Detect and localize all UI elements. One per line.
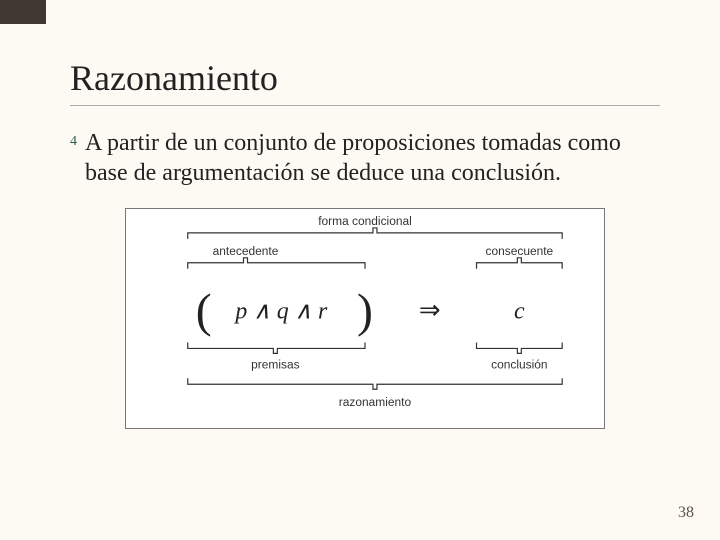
label-razonamiento: razonamiento — [339, 395, 412, 409]
expr-right: c — [514, 299, 525, 325]
corner-decoration — [0, 0, 46, 24]
expr-left: p ∧ q ∧ r — [233, 299, 328, 325]
diagram-container: forma condicional antecedente consecuent… — [125, 208, 605, 434]
check-icon: 4 — [70, 128, 75, 156]
expr-arrow: ⇒ — [419, 296, 441, 325]
label-forma-condicional: forma condicional — [318, 214, 412, 228]
paren-left: ( — [196, 285, 212, 338]
label-premisas: premisas — [251, 357, 299, 371]
bullet-item: 4 A partir de un conjunto de proposicion… — [70, 128, 660, 188]
reasoning-diagram: forma condicional antecedente consecuent… — [125, 208, 605, 429]
bullet-text: A partir de un conjunto de proposiciones… — [85, 128, 660, 188]
page-number: 38 — [678, 504, 694, 522]
paren-right: ) — [357, 285, 373, 338]
label-conclusion: conclusión — [491, 357, 547, 371]
title-rule — [70, 105, 660, 106]
slide-title: Razonamiento — [70, 57, 660, 99]
label-consecuente: consecuente — [485, 244, 553, 258]
label-antecedente: antecedente — [213, 244, 279, 258]
